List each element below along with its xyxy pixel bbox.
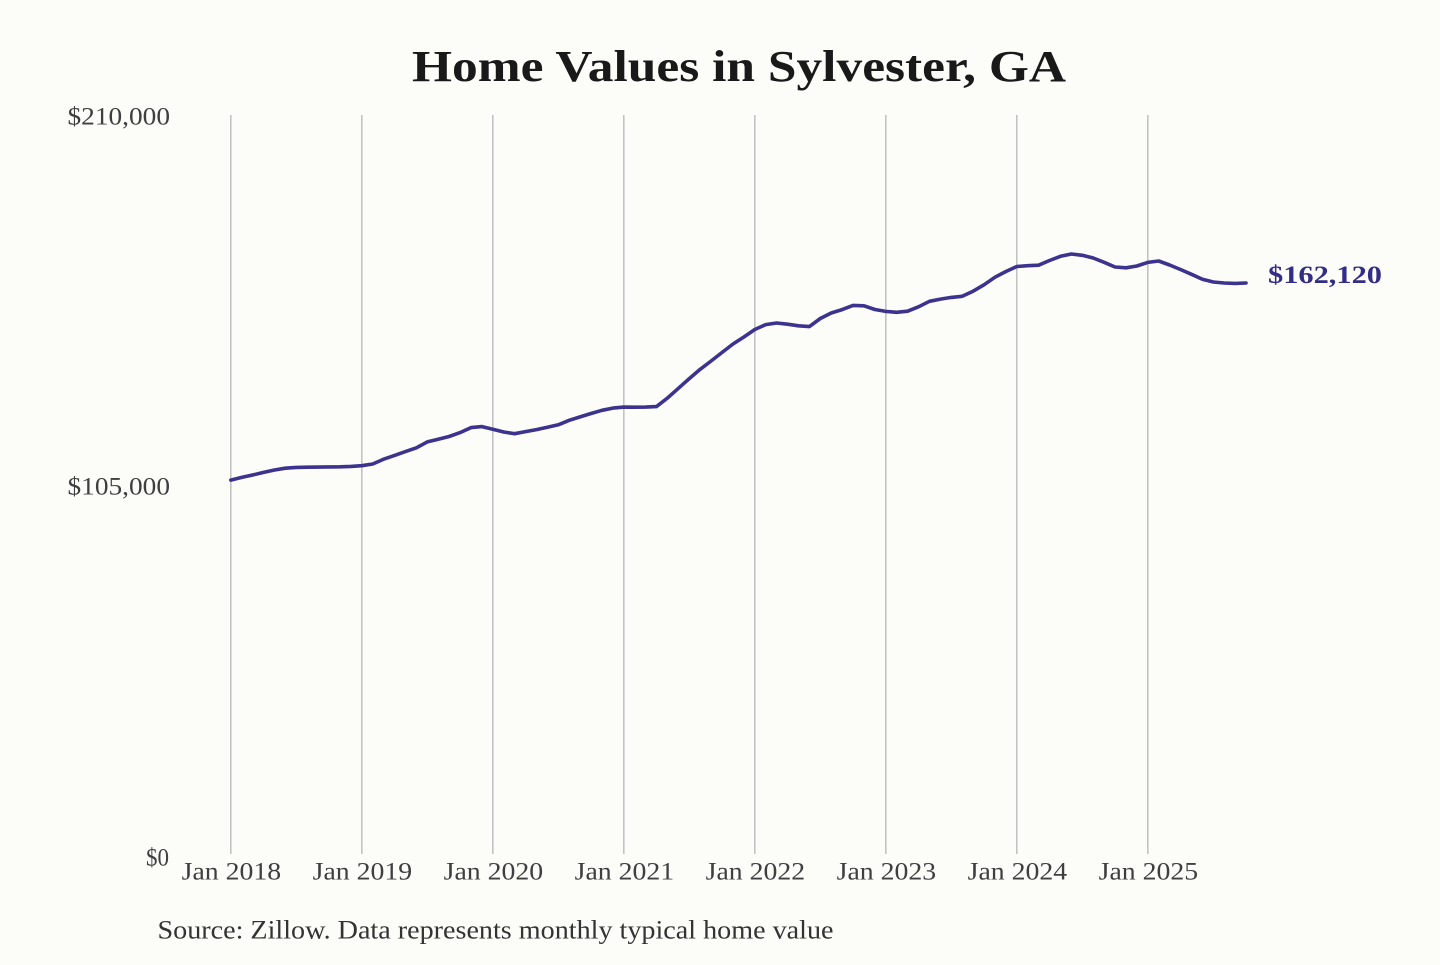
svg-text:Jan 2024: Jan 2024	[968, 857, 1068, 886]
svg-text:Jan 2025: Jan 2025	[1099, 857, 1199, 886]
svg-text:Jan 2018: Jan 2018	[182, 857, 282, 886]
svg-text:Jan 2022: Jan 2022	[706, 857, 806, 886]
svg-text:$162,120: $162,120	[1268, 260, 1382, 289]
svg-text:Home Values in Sylvester, GA: Home Values in Sylvester, GA	[412, 41, 1066, 91]
svg-text:Source: Zillow. Data represent: Source: Zillow. Data represents monthly …	[158, 915, 834, 945]
svg-text:Jan 2021: Jan 2021	[575, 857, 675, 886]
svg-text:$210,000: $210,000	[68, 102, 171, 131]
svg-text:$105,000: $105,000	[68, 472, 171, 501]
svg-text:Jan 2019: Jan 2019	[313, 857, 413, 886]
svg-text:Jan 2023: Jan 2023	[837, 857, 937, 886]
svg-text:$0: $0	[146, 843, 169, 872]
svg-text:Jan 2020: Jan 2020	[444, 857, 544, 886]
